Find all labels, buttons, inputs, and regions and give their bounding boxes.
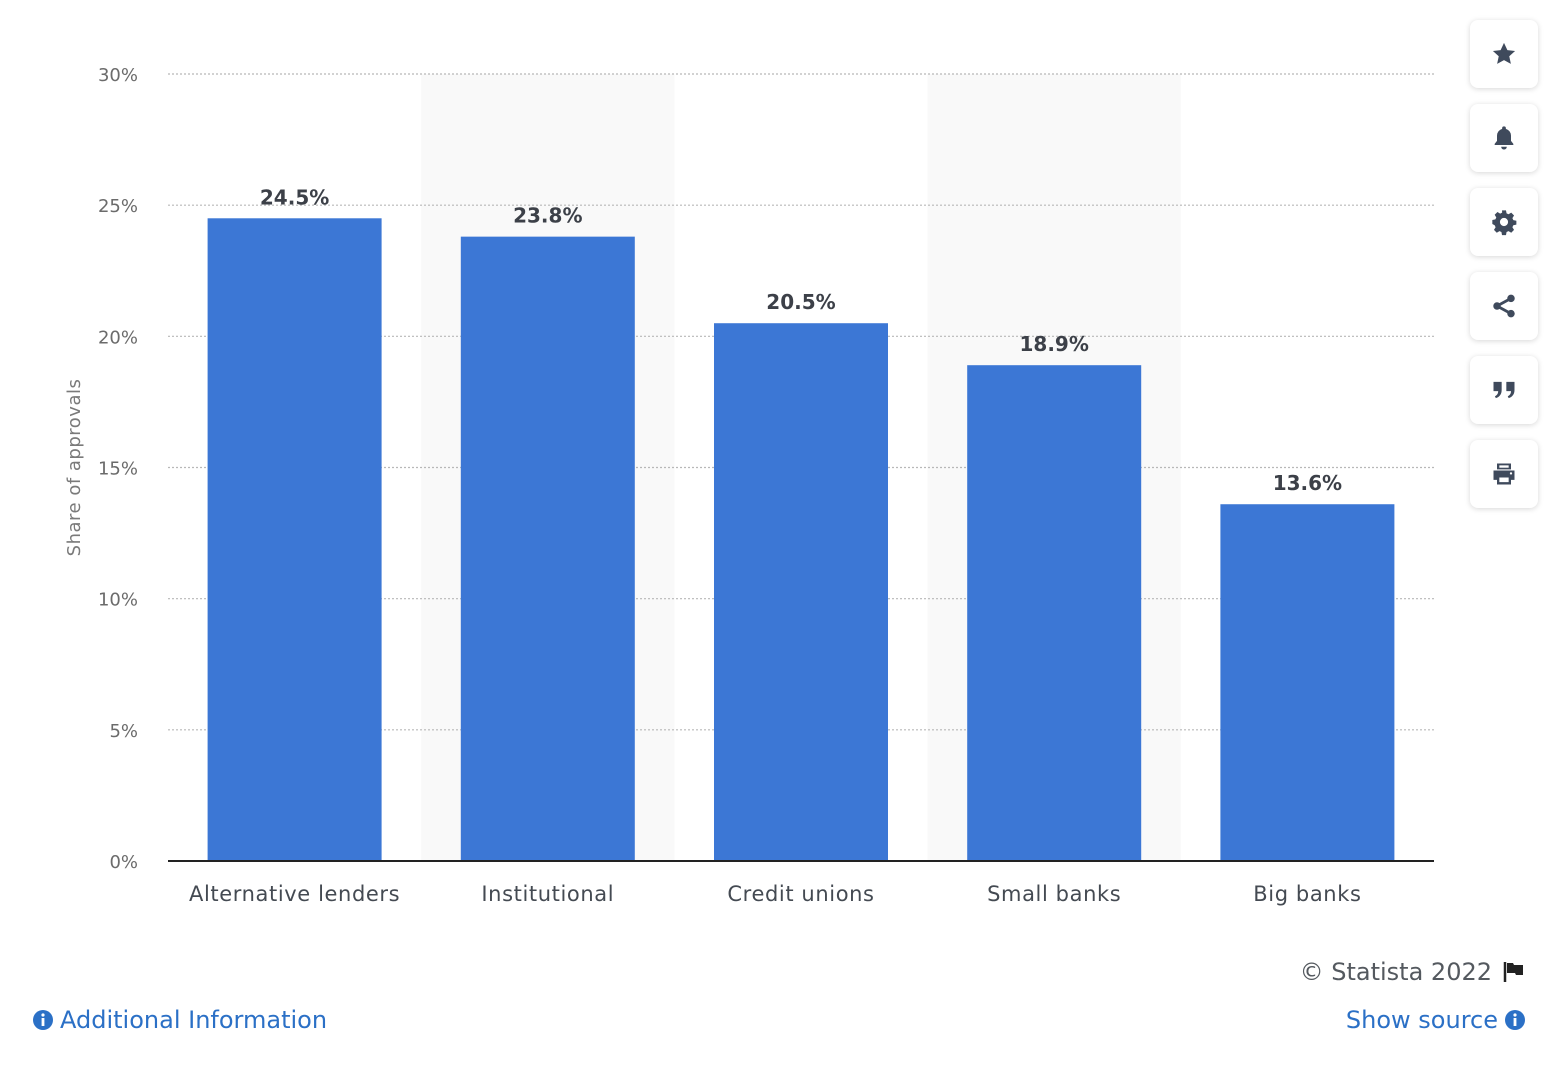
- x-axis-labels: Alternative lenders Institutional Credit u…: [189, 882, 1361, 906]
- y-tick-label: 10%: [98, 590, 138, 611]
- y-axis-ticks: 0% 5% 10% 15% 20% 25% 30%: [98, 65, 138, 873]
- y-tick-label: 25%: [98, 196, 138, 217]
- show-source-link[interactable]: Show source: [1346, 1006, 1526, 1034]
- print-button[interactable]: [1470, 440, 1538, 508]
- x-tick-label: Credit unions: [727, 882, 874, 906]
- additional-information-label: Additional Information: [60, 1006, 328, 1034]
- y-tick-label: 0%: [109, 852, 138, 873]
- bars: [207, 218, 1395, 862]
- x-tick-label: Institutional: [481, 882, 614, 906]
- show-source-label: Show source: [1345, 1006, 1498, 1034]
- copyright-text: © Statista 2022: [1299, 958, 1492, 986]
- data-label: 20.5%: [766, 290, 835, 314]
- info-icon: [33, 1010, 53, 1030]
- info-icon: [1505, 1010, 1525, 1030]
- y-tick-label: 20%: [98, 327, 138, 348]
- quote-icon: [1493, 381, 1515, 399]
- favorite-button[interactable]: [1470, 20, 1538, 88]
- cite-button[interactable]: [1470, 356, 1538, 424]
- bar[interactable]: [460, 236, 635, 861]
- data-labels: 24.5% 23.8% 20.5% 18.9% 13.6%: [260, 185, 1342, 495]
- settings-button[interactable]: [1470, 188, 1538, 256]
- data-label: 18.9%: [1020, 332, 1089, 356]
- bar[interactable]: [207, 218, 382, 862]
- share-button[interactable]: [1470, 272, 1538, 340]
- bar-chart: 0% 5% 10% 15% 20% 25% 30% 24.5% 23.8% 20.5% 18.9%…: [64, 65, 1434, 906]
- y-tick-label: 30%: [98, 65, 138, 86]
- bar[interactable]: [714, 323, 888, 861]
- gear-icon: [1492, 210, 1517, 236]
- share-icon: [1493, 294, 1515, 318]
- additional-information-link[interactable]: Additional Information: [32, 1006, 327, 1034]
- flag-icon[interactable]: [1502, 961, 1526, 983]
- notification-button[interactable]: [1470, 104, 1538, 172]
- bar[interactable]: [967, 365, 1142, 861]
- bar[interactable]: [1220, 504, 1395, 861]
- y-tick-label: 5%: [109, 721, 138, 742]
- print-icon: [1493, 463, 1515, 485]
- data-label: 13.6%: [1273, 471, 1342, 495]
- copyright: © Statista 2022: [1300, 958, 1526, 986]
- chart-toolbar: [1470, 20, 1538, 524]
- bell-icon: [1494, 126, 1514, 150]
- x-tick-label: Alternative lenders: [189, 882, 400, 906]
- x-tick-label: Small banks: [987, 882, 1121, 906]
- y-tick-label: 15%: [98, 459, 138, 480]
- x-tick-label: Big banks: [1253, 882, 1361, 906]
- data-label: 24.5%: [260, 185, 329, 209]
- data-label: 23.8%: [513, 204, 582, 228]
- star-icon: [1492, 42, 1516, 64]
- y-axis-title: Share of approvals: [64, 379, 85, 557]
